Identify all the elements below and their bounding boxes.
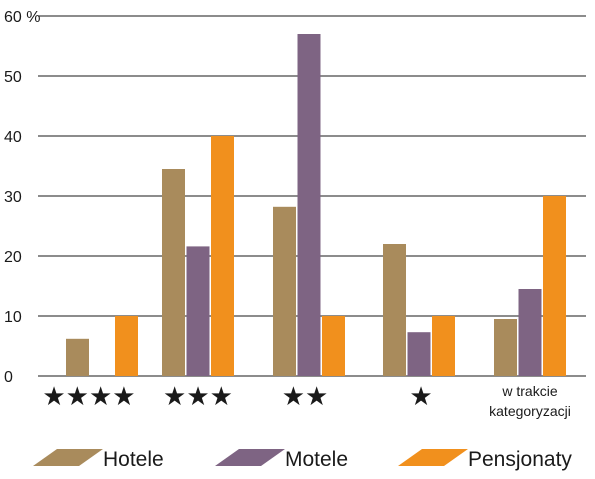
bar-motele-2 — [297, 34, 321, 376]
y-tick-label: 60 % — [4, 9, 40, 26]
legend-item-hotele: Hotele — [33, 448, 164, 471]
bar-motele-4 — [518, 289, 542, 376]
x-axis-categories: ★★★★ ★★★ ★★ ★ w trakcie kategoryzacji — [42, 382, 570, 419]
bar-pensjonaty-2 — [322, 316, 345, 376]
bar-hotele-3 — [383, 244, 406, 376]
bar-pensjonaty-3 — [432, 316, 455, 376]
legend: Hotele Motele Pensjonaty — [33, 448, 572, 471]
bar-hotele-1 — [162, 169, 185, 376]
category-label: ★★★★ — [42, 382, 135, 412]
legend-label: Pensjonaty — [468, 448, 572, 471]
category-label: ★ — [409, 382, 432, 412]
y-tick-label: 10 — [4, 309, 22, 326]
legend-swatch — [33, 449, 103, 466]
category-label: ★★★ — [163, 382, 233, 412]
category-label: ★★ — [282, 382, 329, 412]
legend-swatch — [398, 449, 468, 466]
legend-label: Motele — [285, 448, 348, 471]
legend-label: Hotele — [103, 448, 164, 471]
bar-motele-1 — [186, 246, 210, 376]
legend-item-motele: Motele — [215, 448, 348, 471]
y-axis-ticks: 0 10 20 30 40 50 60 % — [4, 9, 40, 386]
bar-motele-3 — [407, 332, 431, 376]
y-tick-label: 20 — [4, 249, 22, 266]
bar-hotele-0 — [66, 338, 89, 376]
legend-swatch — [215, 449, 285, 466]
bar-hotele-4 — [494, 319, 517, 376]
y-tick-label: 40 — [4, 129, 22, 146]
y-tick-label: 50 — [4, 69, 22, 86]
bars — [66, 34, 566, 376]
bar-pensjonaty-0 — [115, 316, 138, 376]
bar-hotele-2 — [273, 206, 296, 376]
legend-item-pensjonaty: Pensjonaty — [398, 448, 572, 471]
y-tick-label: 0 — [4, 369, 13, 386]
bar-pensjonaty-1 — [211, 136, 234, 376]
category-label: w trakcie kategoryzacji — [489, 383, 571, 419]
y-tick-label: 30 — [4, 189, 22, 206]
bar-pensjonaty-4 — [543, 196, 566, 376]
